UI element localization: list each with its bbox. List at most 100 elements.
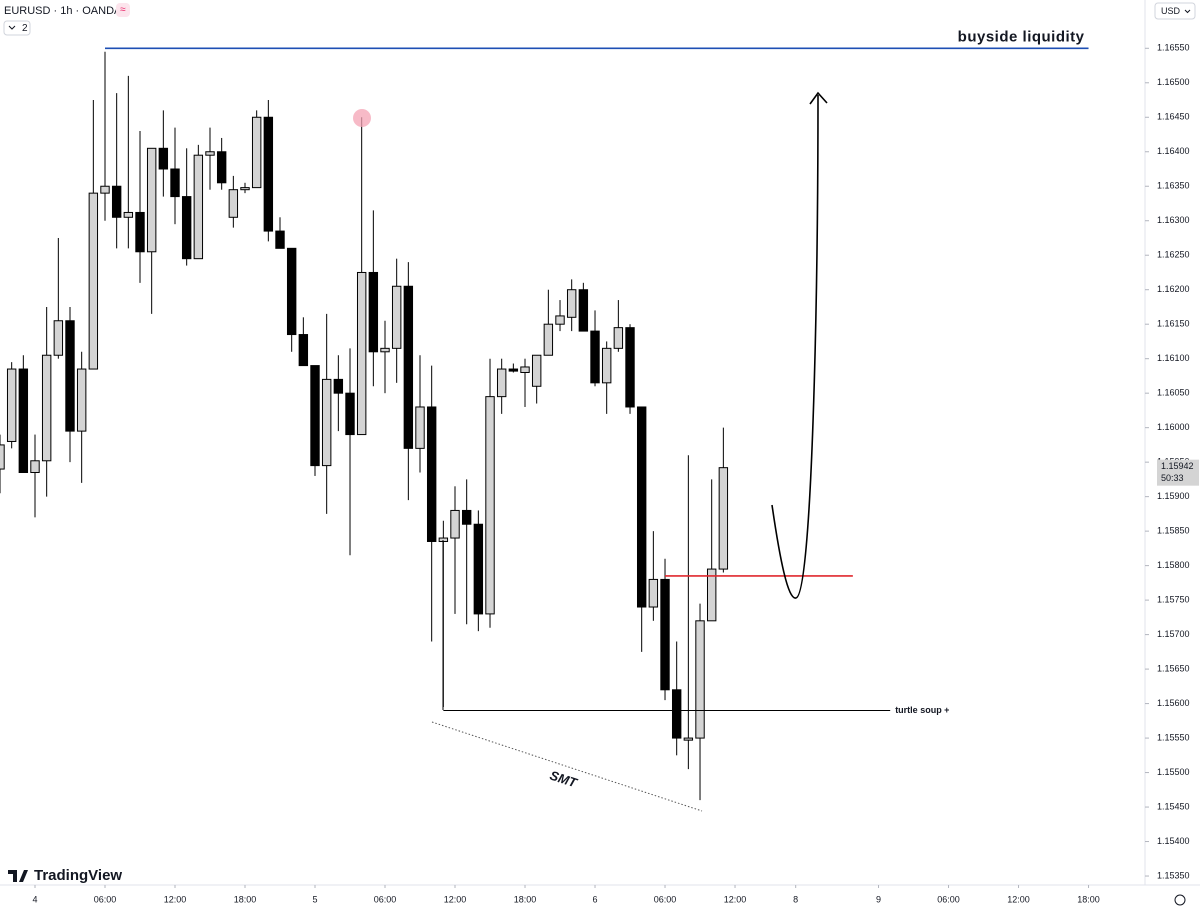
y-tick-label: 1.15550 (1157, 732, 1190, 742)
candle-body (520, 366, 530, 373)
x-tick-label: 6 (593, 894, 598, 904)
candle-body (648, 578, 659, 608)
x-tick-label: 06:00 (94, 894, 117, 904)
plot-area: 1.15350 1.15400 1.15450 1.15500 1.15550 1.156… (0, 28, 1190, 904)
candle-body (706, 568, 717, 622)
y-tick-label: 1.15850 (1157, 526, 1190, 536)
candle-body (531, 354, 542, 387)
y-tick-label: 1.15500 (1157, 767, 1190, 777)
candle-body (485, 396, 495, 615)
x-tick-label: 06:00 (654, 894, 677, 904)
y-tick-label: 1.16250 (1157, 250, 1190, 260)
candle-body (473, 523, 484, 615)
candle-body (496, 368, 507, 398)
brand: TradingView (8, 867, 122, 884)
candle-body (100, 185, 110, 194)
currency-select[interactable] (1154, 2, 1196, 20)
candle-body (660, 578, 670, 691)
candle-body (310, 365, 320, 467)
x-tick-label: 12:00 (444, 894, 467, 904)
indicator-icon-glyph: ≈ (120, 5, 126, 16)
candle-body (613, 327, 624, 349)
candle-body (65, 320, 75, 432)
projection-arrow (771, 94, 819, 599)
current-price-tag (1157, 459, 1199, 486)
candle-body (683, 737, 694, 741)
brand-logo (8, 870, 28, 882)
current-price-label: 1.15942 (1161, 461, 1194, 471)
candle-body (543, 323, 554, 356)
candle-body (718, 467, 729, 570)
y-tick-label: 1.15400 (1157, 836, 1190, 846)
y-tick-label: 1.15650 (1157, 663, 1190, 673)
candle-body (240, 187, 250, 191)
candle-body (76, 368, 87, 432)
y-tick-label: 1.15350 (1157, 870, 1190, 880)
price-axis (1145, 0, 1200, 911)
y-tick-label: 1.15900 (1157, 491, 1190, 501)
candle-body (53, 320, 64, 356)
candle-body (88, 192, 99, 370)
candle-body (41, 354, 52, 462)
candle-body (391, 285, 402, 349)
countdown-label: 50:33 (1161, 473, 1184, 483)
x-tick-label: 4 (32, 894, 37, 904)
candle-body (228, 189, 239, 218)
y-tick-label: 1.16150 (1157, 319, 1190, 329)
candle-body (636, 406, 647, 608)
candle-body (193, 154, 204, 260)
candle-body (461, 509, 472, 525)
candle-body (275, 230, 285, 249)
x-tick-label: 8 (793, 894, 798, 904)
y-tick-label: 1.16450 (1157, 112, 1190, 122)
settings-icon[interactable] (1174, 894, 1186, 906)
candle-body (450, 509, 460, 539)
x-tick-label: 9 (876, 894, 881, 904)
y-tick-label: 1.15600 (1157, 698, 1190, 708)
y-tick-label: 1.16300 (1157, 215, 1190, 225)
y-tick-label: 1.16000 (1157, 422, 1190, 432)
candle-body (566, 289, 577, 318)
candle-body (263, 116, 274, 232)
y-tick-label: 1.16050 (1157, 388, 1190, 398)
candle-body (6, 368, 17, 442)
candle-body (181, 196, 192, 260)
candle-body (146, 147, 157, 253)
candle-body (590, 330, 600, 384)
smt-label: SMT (548, 768, 580, 791)
indicator-icon[interactable] (116, 3, 130, 17)
x-tick-label: 18:00 (1077, 894, 1100, 904)
candle-body (625, 327, 635, 408)
indicator-toggle[interactable] (3, 20, 31, 36)
candle-body (380, 347, 390, 353)
level-label: turtle soup + (895, 705, 949, 715)
candle-body (356, 271, 367, 436)
level-label: buyside liquidity (958, 28, 1085, 45)
candle-body (555, 315, 565, 325)
y-tick-label: 1.15700 (1157, 629, 1190, 639)
indicator-count: 2 (22, 23, 28, 34)
y-tick-label: 1.16100 (1157, 353, 1190, 363)
smt-line (431, 721, 703, 812)
y-tick-label: 1.15800 (1157, 560, 1190, 570)
x-tick-label: 06:00 (937, 894, 960, 904)
y-tick-label: 1.16550 (1157, 43, 1190, 53)
x-tick-label: 12:00 (1007, 894, 1030, 904)
candle-body (205, 151, 215, 156)
x-tick-label: 12:00 (164, 894, 187, 904)
candle-body (216, 151, 227, 184)
candle-body (426, 406, 437, 542)
candle-body (321, 378, 332, 467)
candle-body (0, 444, 5, 470)
candle-body (111, 185, 122, 218)
y-tick-label: 1.16350 (1157, 181, 1190, 191)
candle-body (345, 392, 355, 436)
highlight-marker (353, 109, 371, 127)
candle-body (578, 289, 589, 332)
currency-label: USD (1161, 6, 1181, 16)
candle-body (415, 406, 425, 449)
x-tick-label: 12:00 (724, 894, 747, 904)
candle-body (123, 211, 134, 218)
